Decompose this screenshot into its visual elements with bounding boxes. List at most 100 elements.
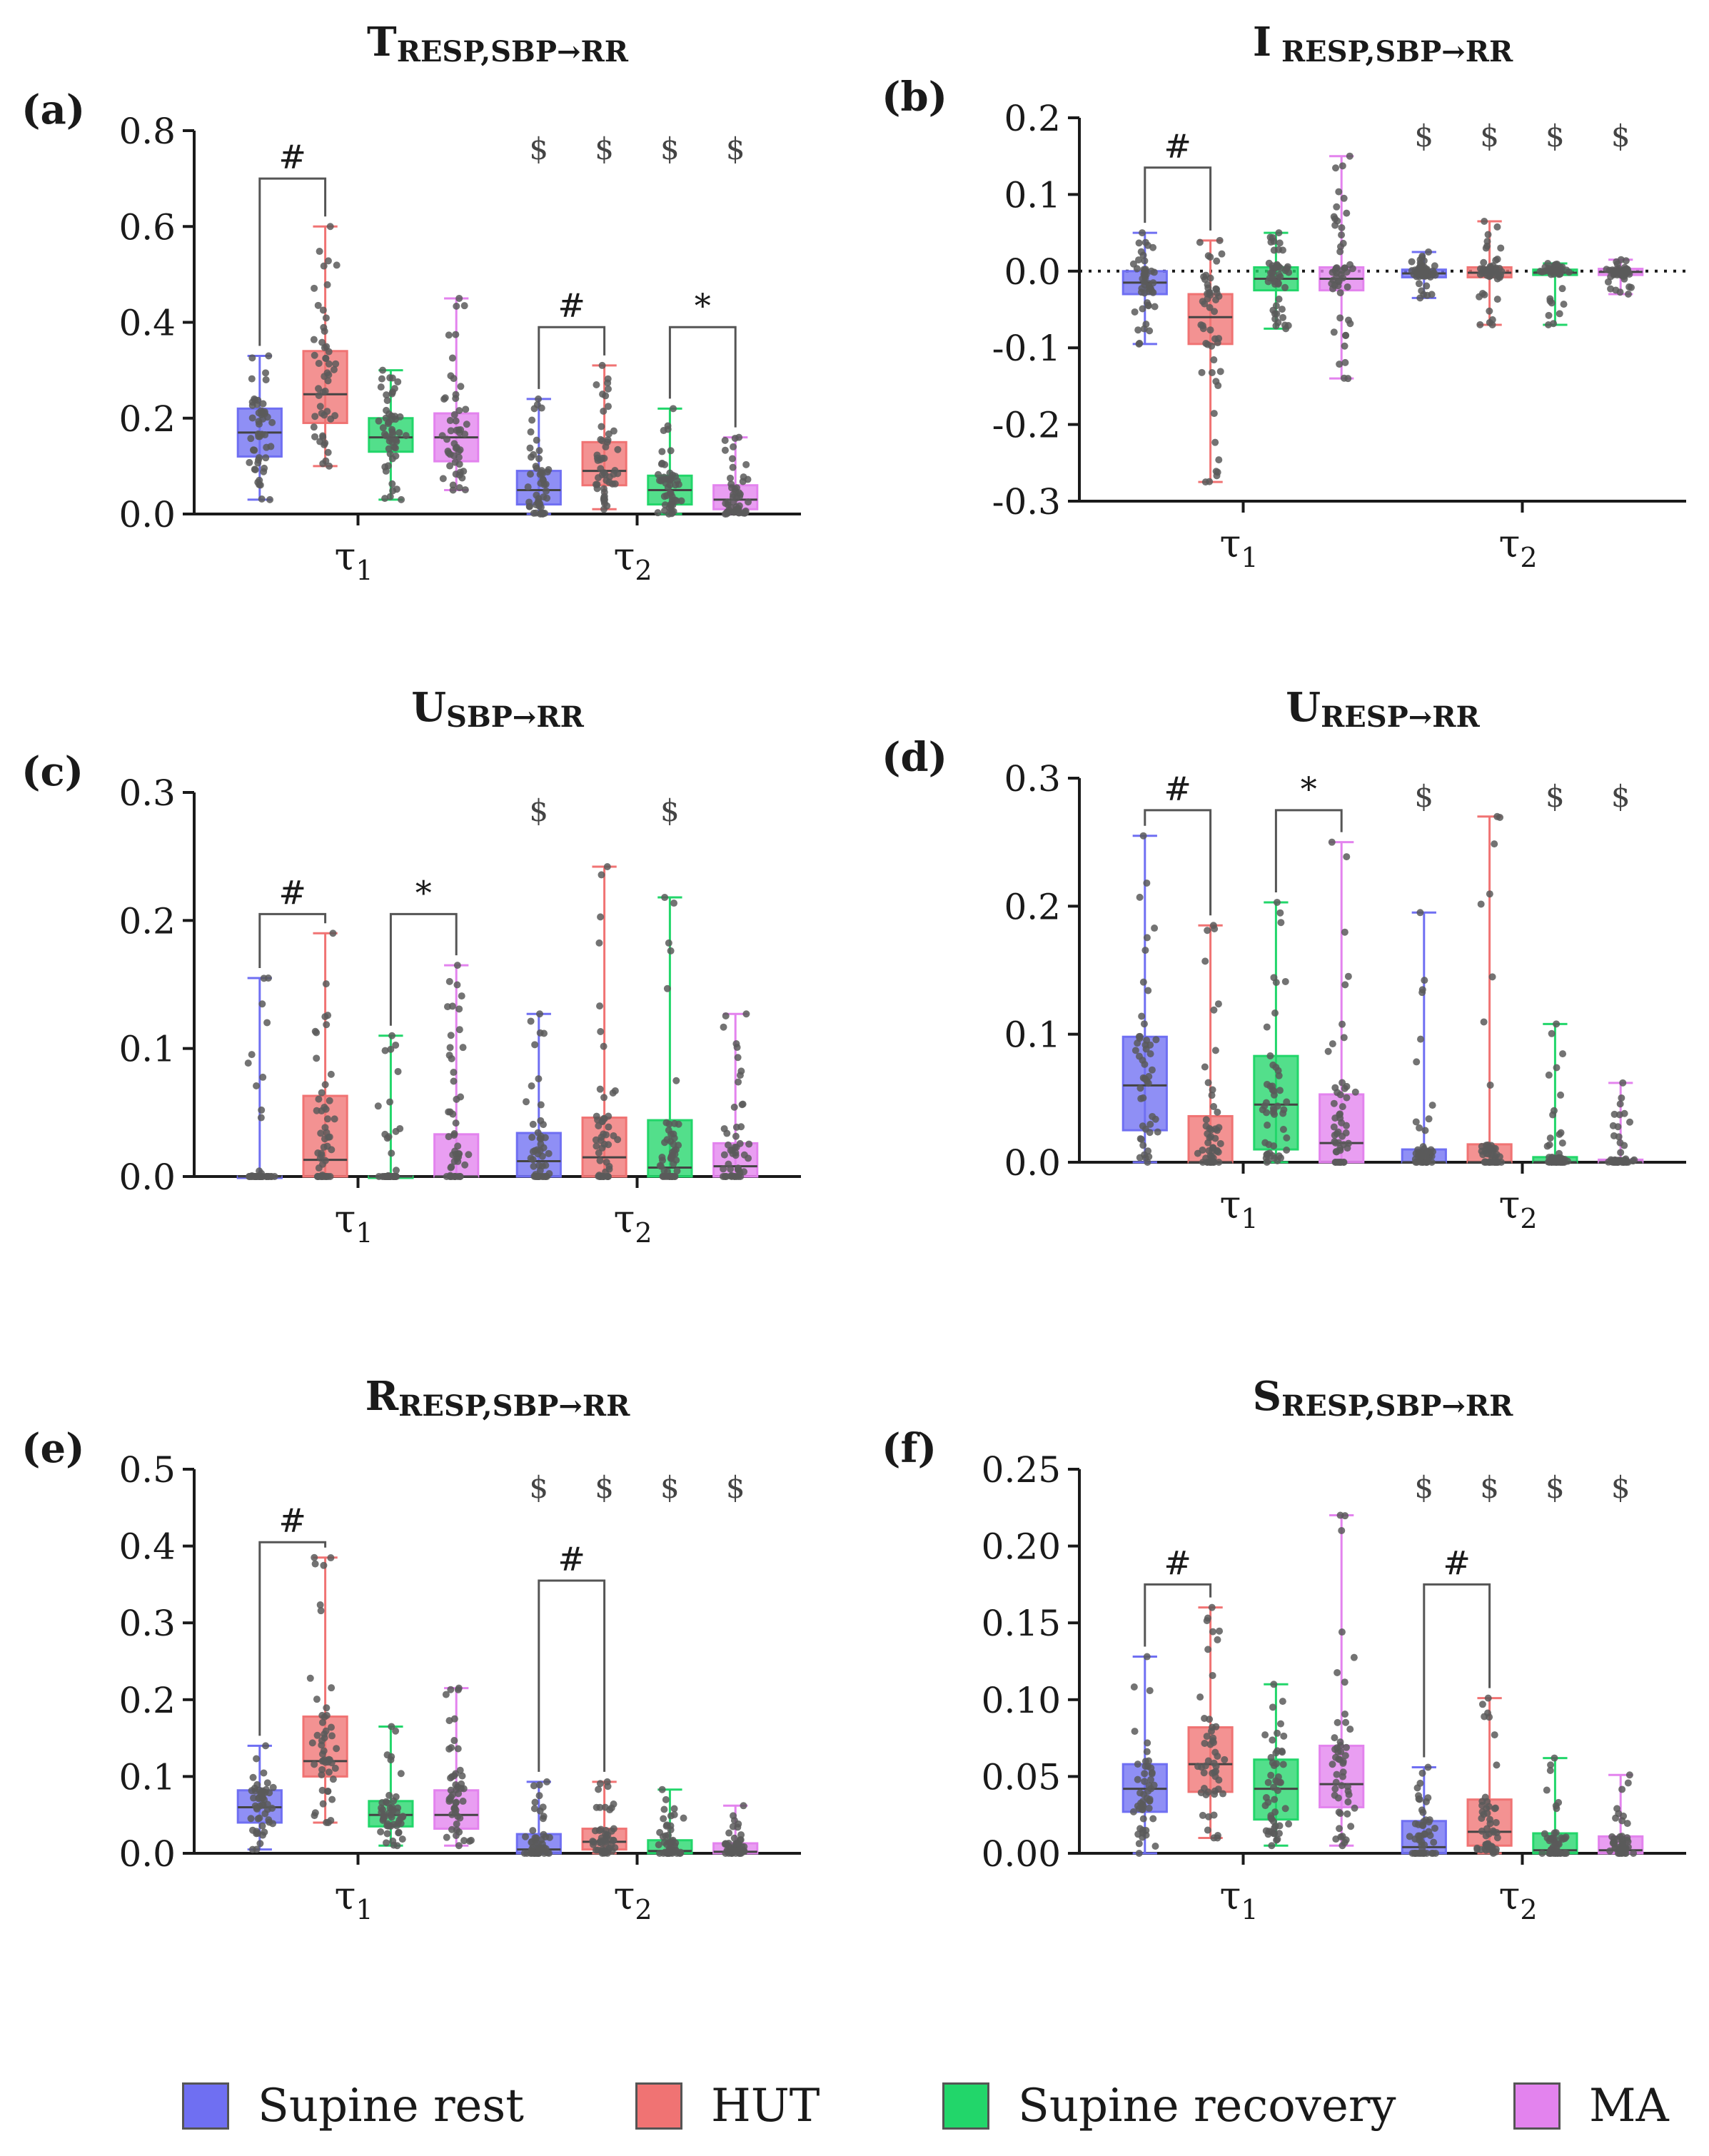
data-point [1139,1074,1147,1082]
data-point [1610,1110,1618,1118]
data-point [1134,1760,1141,1768]
data-point [463,420,470,428]
data-point [545,1850,553,1857]
box-plot [1121,832,1168,1166]
box-plot [1121,1653,1168,1857]
data-point [315,1095,323,1103]
data-point [262,454,270,462]
box-plot [1401,909,1447,1166]
data-point [1423,1159,1431,1166]
chart-panel: SRESP,SBP→RR (f) 0.00 0.05 0.10 0.15 0.20 0.25 τ… [882,1373,1686,1925]
data-point [1336,1741,1344,1749]
chart-title-subscript: RESP,SBP→RR [398,1389,630,1423]
data-point [672,1839,680,1847]
data-point [1342,1129,1350,1137]
y-tick-label: 0.10 [982,1680,1061,1721]
data-point [662,492,670,500]
data-point [1272,1063,1280,1071]
data-point [596,1780,604,1788]
data-point [441,394,449,402]
data-point [1151,925,1159,932]
chart-panel: I RESP,SBP→RR(b)-0.3-0.2-0.10.00.10.2τ1 τ… [882,19,1686,573]
data-point [729,1149,737,1157]
data-point [1204,1826,1211,1834]
significance-marker: * [415,873,432,912]
data-point [324,448,332,456]
data-point [730,1103,738,1111]
data-point [377,1828,385,1835]
data-point [1283,1098,1291,1106]
x-tick-label: τ2 [613,1197,652,1249]
legend: Supine rest HUT Supine recovery MA [0,2070,1709,2135]
y-tick-label: 0.4 [119,1526,176,1568]
box-plot [1319,1511,1365,1850]
data-point [727,1173,735,1180]
data-point [600,1115,608,1123]
significance-bracket-line [258,912,327,969]
data-point [1338,1119,1346,1127]
data-point [1556,310,1563,318]
data-point [1196,238,1204,246]
data-point [671,1173,679,1180]
data-point [1351,1088,1359,1096]
data-point [253,401,261,408]
data-point [446,1044,454,1052]
data-point [736,1072,744,1079]
data-point [597,1027,605,1035]
data-point [1136,1825,1144,1833]
data-point [375,417,383,425]
box-plot [433,1684,480,1850]
data-point [1267,1771,1275,1779]
data-point [1336,314,1344,322]
data-point [1263,1080,1271,1088]
legend-label-supine-recovery: Supine recovery [1018,2080,1396,2132]
data-point [1343,283,1351,291]
data-point [1141,1770,1149,1778]
data-point [452,391,460,398]
significance-marker: # [558,1540,585,1578]
data-point [1552,1802,1560,1810]
data-point [1136,1034,1144,1042]
box-plot [302,223,348,470]
box-plot [302,930,348,1180]
data-point [328,1684,336,1692]
data-point [1428,1850,1436,1857]
data-point [323,281,331,288]
data-point [1626,1118,1634,1126]
data-point [1566,268,1573,276]
data-point [443,435,451,443]
panel-label: (e) [21,1425,85,1472]
data-point [1630,1850,1638,1857]
data-point [1144,1787,1152,1795]
data-point [720,1125,728,1133]
data-point [1478,289,1486,297]
data-point [1275,1152,1283,1160]
chart-title: USBP→RR [411,684,584,734]
data-point [1489,1848,1497,1856]
data-point [1343,1082,1351,1090]
x-tick-label-symbol: τ [1498,521,1520,566]
data-point [1425,248,1433,256]
data-point [543,1778,551,1785]
data-point [1140,1020,1148,1028]
data-point [1423,1148,1431,1156]
data-point [1482,244,1490,252]
data-point [528,1134,536,1142]
data-point [255,409,263,417]
data-point [596,1157,604,1164]
data-point [327,1070,335,1078]
data-point [321,411,328,419]
x-tick-label: τ2 [613,1873,652,1925]
data-point [1628,283,1635,291]
data-point [318,1149,326,1157]
data-point [658,448,666,455]
data-point [660,1805,668,1813]
data-point [1198,1763,1206,1771]
data-point [529,1120,537,1128]
chart-title-main: S [1253,1373,1281,1420]
data-point [1423,266,1431,274]
data-point [460,302,468,310]
data-point [598,871,605,879]
panel-label: (b) [882,74,947,121]
data-point [447,427,455,435]
